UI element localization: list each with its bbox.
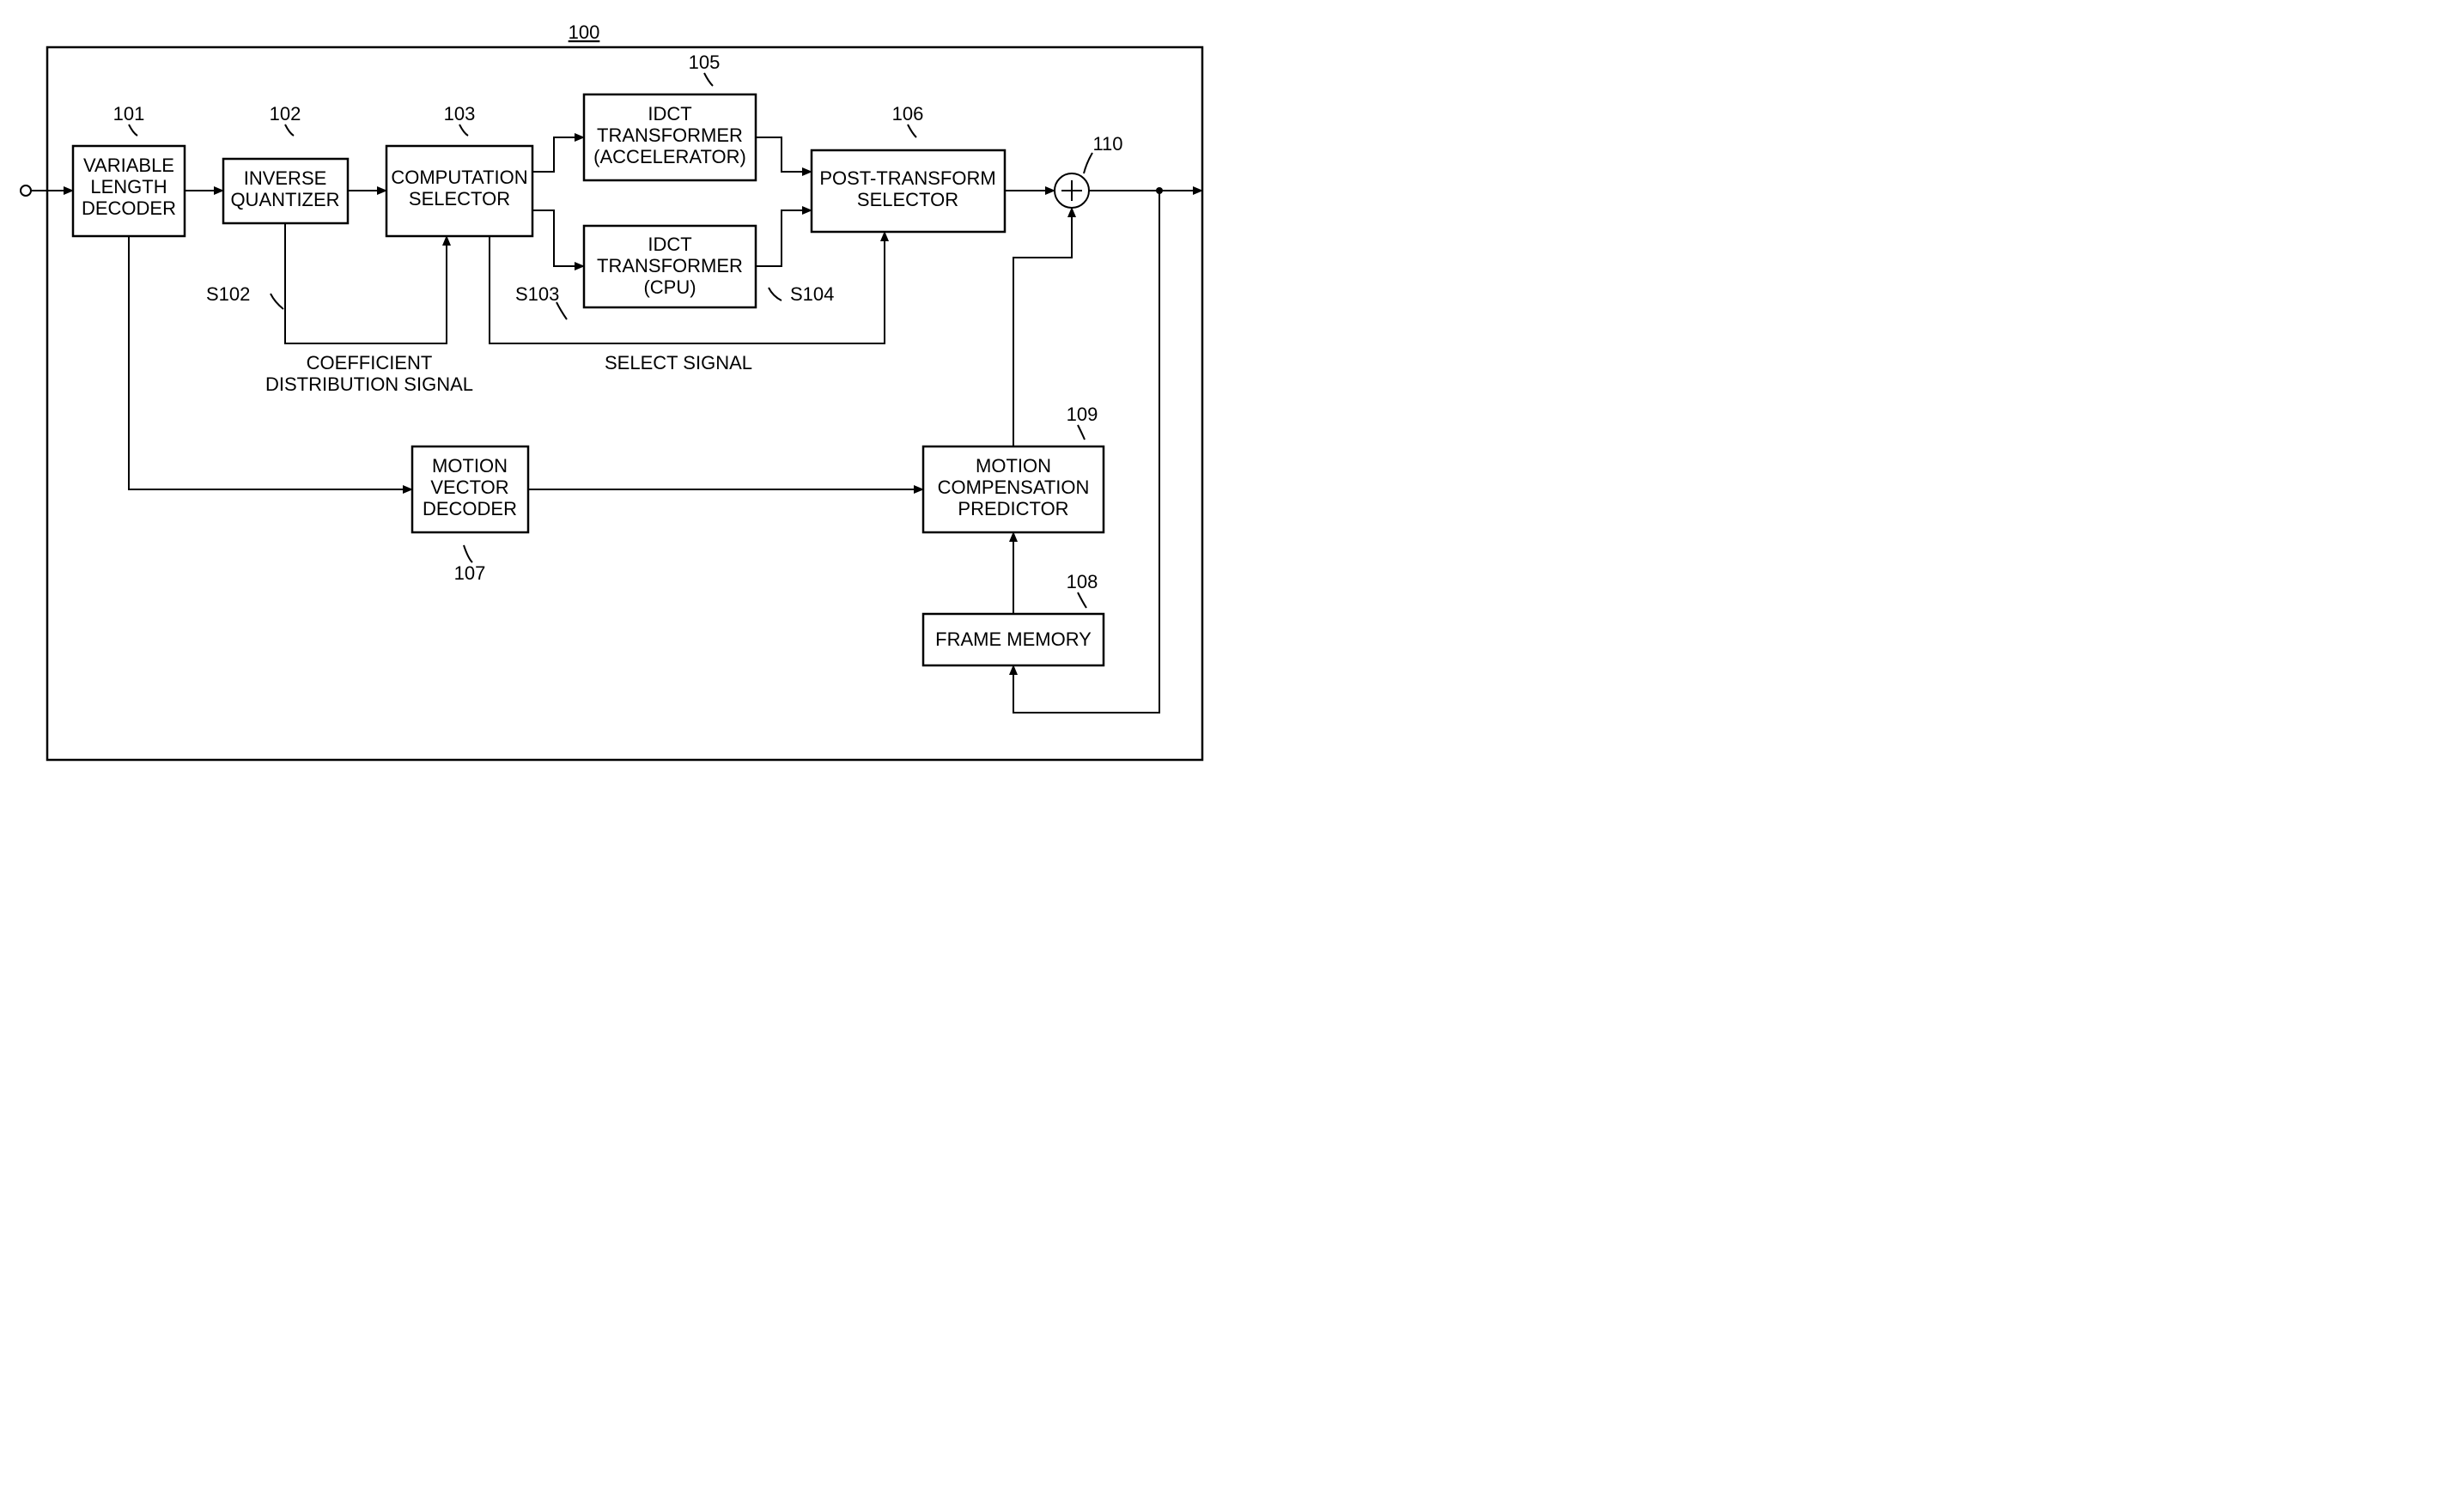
svg-text:VARIABLE: VARIABLE: [83, 155, 174, 176]
signal-path-s102: [285, 223, 447, 343]
svg-text:TRANSFORMER: TRANSFORMER: [597, 255, 743, 276]
block-102: INVERSE QUANTIZER 102: [223, 103, 348, 223]
ref-108: 108: [1067, 571, 1098, 592]
block-104: IDCT TRANSFORMER (CPU): [584, 226, 756, 307]
signal-s104: S104: [790, 283, 834, 305]
svg-text:QUANTIZER: QUANTIZER: [230, 189, 339, 210]
svg-text:SELECTOR: SELECTOR: [409, 188, 510, 209]
svg-text:IDCT: IDCT: [648, 234, 691, 255]
arrow-109-adder: [1013, 208, 1072, 446]
svg-text:LENGTH: LENGTH: [90, 176, 167, 197]
svg-text:IDCT: IDCT: [648, 103, 691, 124]
svg-text:MOTION: MOTION: [976, 455, 1051, 477]
svg-text:TRANSFORMER: TRANSFORMER: [597, 124, 743, 146]
svg-text:FRAME MEMORY: FRAME MEMORY: [935, 628, 1092, 650]
block-107: MOTION VECTOR DECODER 107: [412, 446, 528, 584]
ref-107: 107: [454, 562, 486, 584]
block-101: VARIABLE LENGTH DECODER 101: [73, 103, 185, 236]
block-103: COMPUTATION SELECTOR 103: [386, 103, 532, 236]
adder-110: 110: [1055, 133, 1123, 208]
svg-text:COMPUTATION: COMPUTATION: [391, 167, 527, 188]
svg-text:DECODER: DECODER: [82, 197, 176, 219]
input-terminal: [21, 185, 31, 196]
s102-desc1: COEFFICIENT: [307, 352, 433, 373]
arrow-103-105: [532, 137, 584, 172]
ref-106: 106: [892, 103, 924, 124]
svg-text:VECTOR: VECTOR: [430, 477, 508, 498]
ref-109: 109: [1067, 404, 1098, 425]
arrow-104-106: [756, 210, 812, 266]
svg-text:MOTION: MOTION: [432, 455, 508, 477]
block-diagram: 100 VARIABLE LENGTH DECODER 101 INVERSE …: [0, 0, 1245, 790]
ref-105: 105: [689, 52, 721, 73]
svg-text:(CPU): (CPU): [643, 276, 696, 298]
svg-text:PREDICTOR: PREDICTOR: [958, 498, 1068, 519]
s102-desc2: DISTRIBUTION SIGNAL: [265, 373, 473, 395]
block-106: POST-TRANSFORM SELECTOR 106: [812, 103, 1005, 232]
svg-text:COMPENSATION: COMPENSATION: [938, 477, 1090, 498]
ref-102: 102: [270, 103, 301, 124]
arrow-103-104: [532, 210, 584, 266]
arrow-105-106: [756, 137, 812, 172]
diagram-ref: 100: [569, 21, 600, 43]
ref-103: 103: [444, 103, 476, 124]
ref-101: 101: [113, 103, 145, 124]
svg-text:INVERSE: INVERSE: [244, 167, 327, 189]
ref-110: 110: [1092, 133, 1122, 155]
svg-text:SELECTOR: SELECTOR: [857, 189, 958, 210]
svg-text:(ACCELERATOR): (ACCELERATOR): [593, 146, 746, 167]
svg-text:DECODER: DECODER: [423, 498, 517, 519]
block-105: IDCT TRANSFORMER (ACCELERATOR) 105: [584, 52, 756, 180]
svg-text:POST-TRANSFORM: POST-TRANSFORM: [819, 167, 995, 189]
s102-label: S102: [206, 283, 250, 305]
s103-label: S103: [515, 283, 559, 305]
s103-desc: SELECT SIGNAL: [605, 352, 752, 373]
